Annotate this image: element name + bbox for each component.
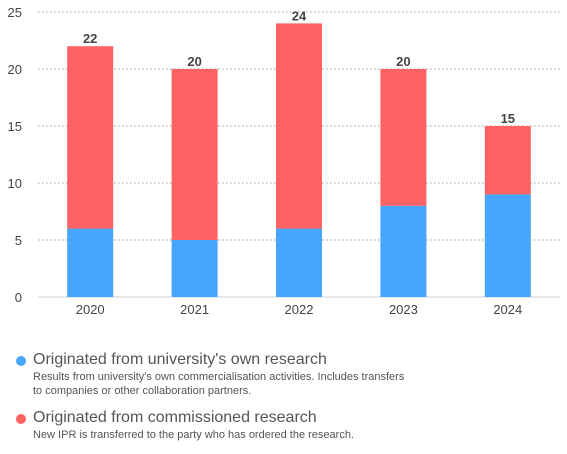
bar-2023-series-2 — [380, 69, 427, 206]
total-labels: 22 20 24 20 15 — [83, 8, 515, 126]
x-tick-label-2020: 2020 — [76, 302, 105, 317]
x-tick-label-2024: 2024 — [493, 302, 522, 317]
bar-2024-series-2 — [484, 126, 531, 195]
y-axis-ticks: 0 5 10 15 20 25 — [8, 5, 22, 305]
bar-2022-series-2 — [276, 23, 322, 229]
x-axis-ticks: 2020 2021 2022 2023 2024 — [76, 302, 523, 317]
total-label-2022: 24 — [292, 8, 307, 23]
chart-legend: Originated from university's own researc… — [16, 350, 556, 452]
total-label-2021: 20 — [187, 54, 201, 69]
total-label-2023: 20 — [396, 54, 410, 69]
bar-2020-series-2 — [67, 46, 114, 229]
legend-item-own-research: Originated from university's own researc… — [16, 350, 556, 398]
bar-2023-series-1 — [380, 205, 427, 297]
bars — [67, 23, 531, 297]
bar-2021-series-2 — [171, 69, 218, 240]
x-tick-label-2022: 2022 — [285, 302, 314, 317]
legend-description-own-research: Results from university's own commercial… — [33, 371, 405, 397]
total-label-2024: 15 — [501, 111, 515, 126]
legend-description-commissioned-research: New IPR is transferred to the party who … — [33, 429, 354, 441]
x-tick-label-2021: 2021 — [180, 302, 209, 317]
legend-dot-commissioned-research — [16, 414, 26, 424]
y-tick-label-15: 15 — [8, 119, 22, 134]
legend-item-commissioned-research: Originated from commissioned research Ne… — [16, 408, 556, 442]
bar-2021-series-1 — [171, 240, 218, 297]
y-tick-label-25: 25 — [8, 5, 22, 20]
bar-2020-series-1 — [67, 228, 114, 297]
legend-title-own-research: Originated from university's own researc… — [33, 351, 327, 368]
y-tick-label-0: 0 — [15, 290, 22, 305]
legend-title-commissioned-research: Originated from commissioned research — [33, 409, 317, 426]
y-tick-label-10: 10 — [8, 176, 22, 191]
bar-2024-series-1 — [484, 194, 531, 297]
y-tick-label-20: 20 — [8, 62, 22, 77]
total-label-2020: 22 — [83, 31, 97, 46]
y-tick-label-5: 5 — [15, 233, 22, 248]
x-tick-label-2023: 2023 — [389, 302, 418, 317]
bar-2022-series-1 — [276, 228, 322, 297]
legend-dot-own-research — [16, 356, 26, 366]
